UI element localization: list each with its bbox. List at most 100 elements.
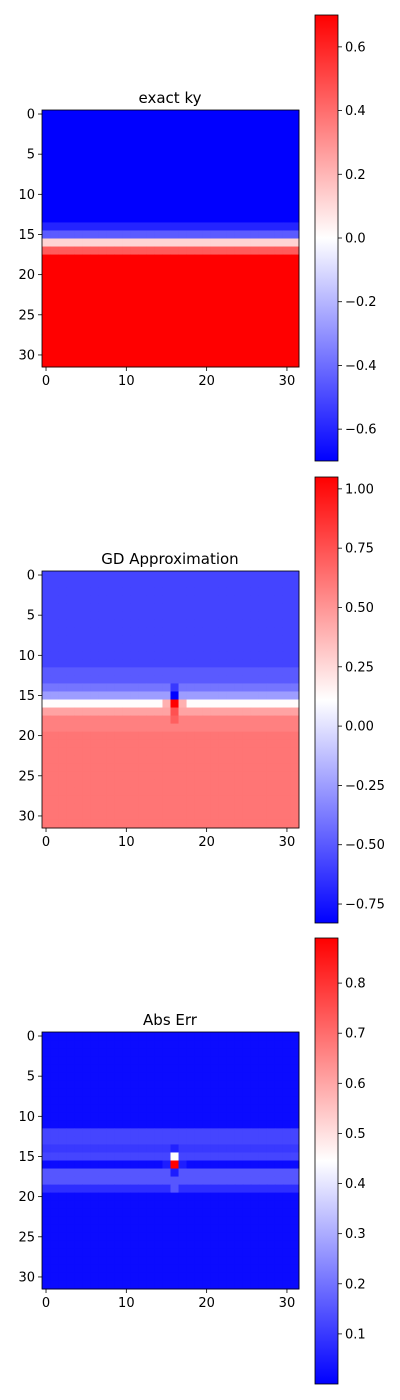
heatmap-cell — [210, 731, 220, 741]
heatmap-cell — [170, 803, 180, 813]
heatmap-cell — [234, 1216, 244, 1226]
heatmap-cell — [290, 819, 300, 829]
heatmap-cell — [50, 571, 59, 580]
heatmap-cell — [250, 723, 260, 733]
heatmap-cell — [154, 286, 163, 296]
heatmap-cell — [282, 707, 292, 717]
heatmap-cell — [98, 803, 107, 813]
heatmap-cell — [274, 1096, 284, 1105]
heatmap-cell — [194, 214, 204, 223]
heatmap-cell — [130, 739, 139, 749]
heatmap-cell — [266, 174, 276, 183]
heatmap-cell — [98, 1256, 107, 1266]
heatmap-cell — [154, 326, 163, 336]
heatmap-cell — [210, 659, 220, 668]
heatmap-cell — [74, 683, 83, 692]
heatmap-cell — [74, 691, 83, 700]
heatmap-cell — [210, 1056, 220, 1065]
heatmap-cell — [154, 571, 163, 580]
heatmap-cell — [226, 134, 236, 143]
heatmap-cell — [194, 1168, 204, 1178]
heatmap-cell — [178, 1256, 188, 1266]
heatmap-cell — [250, 619, 260, 628]
heatmap-cell — [114, 246, 123, 256]
heatmap-cell — [154, 150, 163, 159]
heatmap-cell — [250, 222, 260, 231]
heatmap-cell — [98, 587, 107, 596]
heatmap-cell — [186, 611, 196, 620]
heatmap-cell — [42, 683, 51, 692]
heatmap-cell — [114, 1168, 123, 1178]
heatmap-cell — [194, 587, 204, 596]
heatmap-cell — [234, 739, 244, 749]
heatmap-cell — [50, 699, 59, 709]
heatmap-cell — [74, 1200, 83, 1210]
heatmap-cell — [226, 326, 236, 336]
heatmap-cell — [82, 811, 91, 821]
heatmap-cell — [242, 326, 252, 336]
heatmap-cell — [234, 1064, 244, 1073]
heatmap-cell — [274, 795, 284, 805]
heatmap-cell — [242, 238, 252, 248]
heatmap-cell — [170, 1088, 180, 1097]
heatmap-cell — [266, 358, 276, 368]
heatmap-cell — [114, 619, 123, 628]
heatmap-cell — [202, 1240, 212, 1250]
heatmap-cell — [106, 134, 115, 143]
heatmap-cell — [242, 1080, 252, 1089]
heatmap-cell — [218, 787, 228, 797]
y-tick-label: 20 — [18, 729, 35, 744]
heatmap-cell — [282, 182, 292, 191]
heatmap-cell — [82, 571, 91, 580]
heatmap-cell — [242, 1128, 252, 1137]
heatmap-cell — [258, 1080, 268, 1089]
heatmap-cell — [282, 1272, 292, 1282]
heatmap-cell — [186, 222, 196, 231]
y-tick-label: 5 — [27, 609, 35, 624]
heatmap-cell — [186, 1048, 196, 1057]
heatmap-cell — [42, 150, 51, 159]
heatmap-cell — [282, 142, 292, 151]
heatmap-cell — [138, 342, 147, 352]
heatmap-cell — [210, 1088, 220, 1097]
heatmap-cell — [42, 182, 51, 191]
heatmap-cell — [146, 1040, 155, 1049]
heatmap-cell — [58, 198, 67, 207]
heatmap-cell — [130, 1192, 139, 1202]
heatmap-cell — [138, 659, 147, 668]
heatmap-cell — [98, 1096, 107, 1105]
heatmap-cell — [74, 1064, 83, 1073]
heatmap-cell — [186, 763, 196, 773]
heatmap-cell — [114, 731, 123, 741]
colorbar-tick-label: −0.2 — [345, 295, 377, 310]
heatmap-cell — [154, 739, 163, 749]
heatmap-cell — [162, 246, 171, 256]
heatmap-cell — [194, 1152, 204, 1161]
heatmap-cell — [162, 819, 171, 829]
heatmap-cell — [82, 1208, 91, 1218]
heatmap-cell — [258, 238, 268, 248]
heatmap-cell — [290, 675, 300, 684]
heatmap-cell — [250, 238, 260, 248]
heatmap-cell — [162, 739, 171, 749]
heatmap-cell — [258, 707, 268, 717]
heatmap-cell — [266, 1088, 276, 1097]
heatmap-cell — [114, 302, 123, 312]
heatmap-cell — [106, 1096, 115, 1105]
heatmap-cell — [234, 731, 244, 741]
heatmap-cell — [218, 110, 228, 119]
heatmap-cell — [274, 182, 284, 191]
y-tick-label: 10 — [18, 1110, 35, 1125]
heatmap-cell — [58, 1088, 67, 1097]
heatmap-cell — [202, 1256, 212, 1266]
heatmap-cell — [282, 1248, 292, 1258]
heatmap-cell — [178, 627, 188, 636]
heatmap-cell — [170, 1096, 180, 1105]
heatmap-cell — [178, 811, 188, 821]
heatmap-cell — [82, 803, 91, 813]
heatmap-cell — [194, 350, 204, 360]
heatmap-cell — [130, 595, 139, 604]
heatmap-cell — [186, 1056, 196, 1065]
heatmap-cell — [58, 1112, 67, 1121]
heatmap-cell — [106, 1128, 115, 1137]
